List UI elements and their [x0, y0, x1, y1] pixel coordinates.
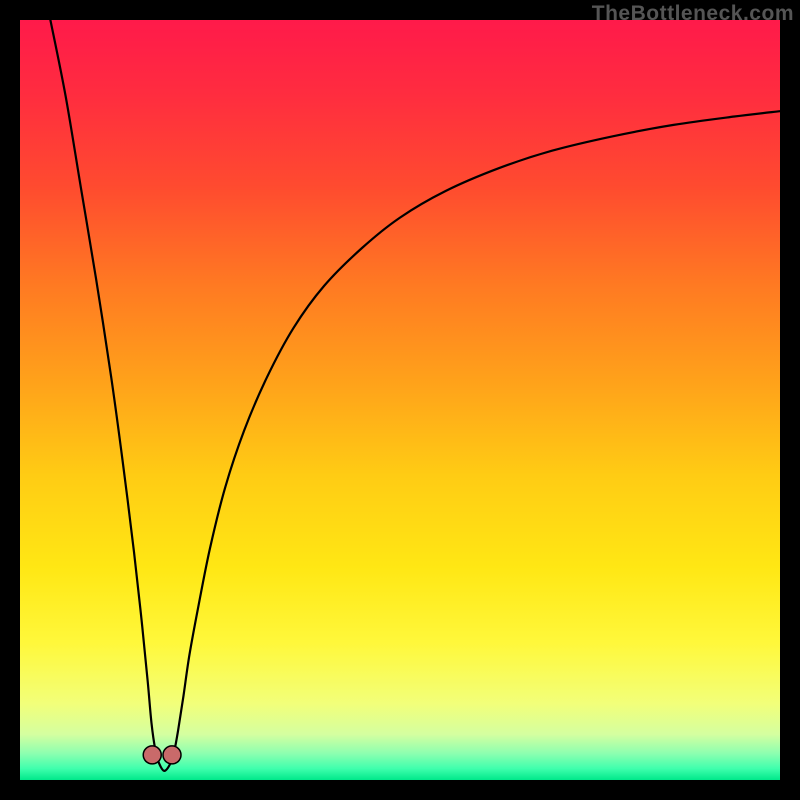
plot-svg [20, 20, 780, 780]
outer-frame: TheBottleneck.com [0, 0, 800, 800]
gradient-background [20, 20, 780, 780]
marker-point-0 [143, 746, 161, 764]
watermark-text: TheBottleneck.com [592, 2, 794, 26]
marker-point-1 [163, 746, 181, 764]
